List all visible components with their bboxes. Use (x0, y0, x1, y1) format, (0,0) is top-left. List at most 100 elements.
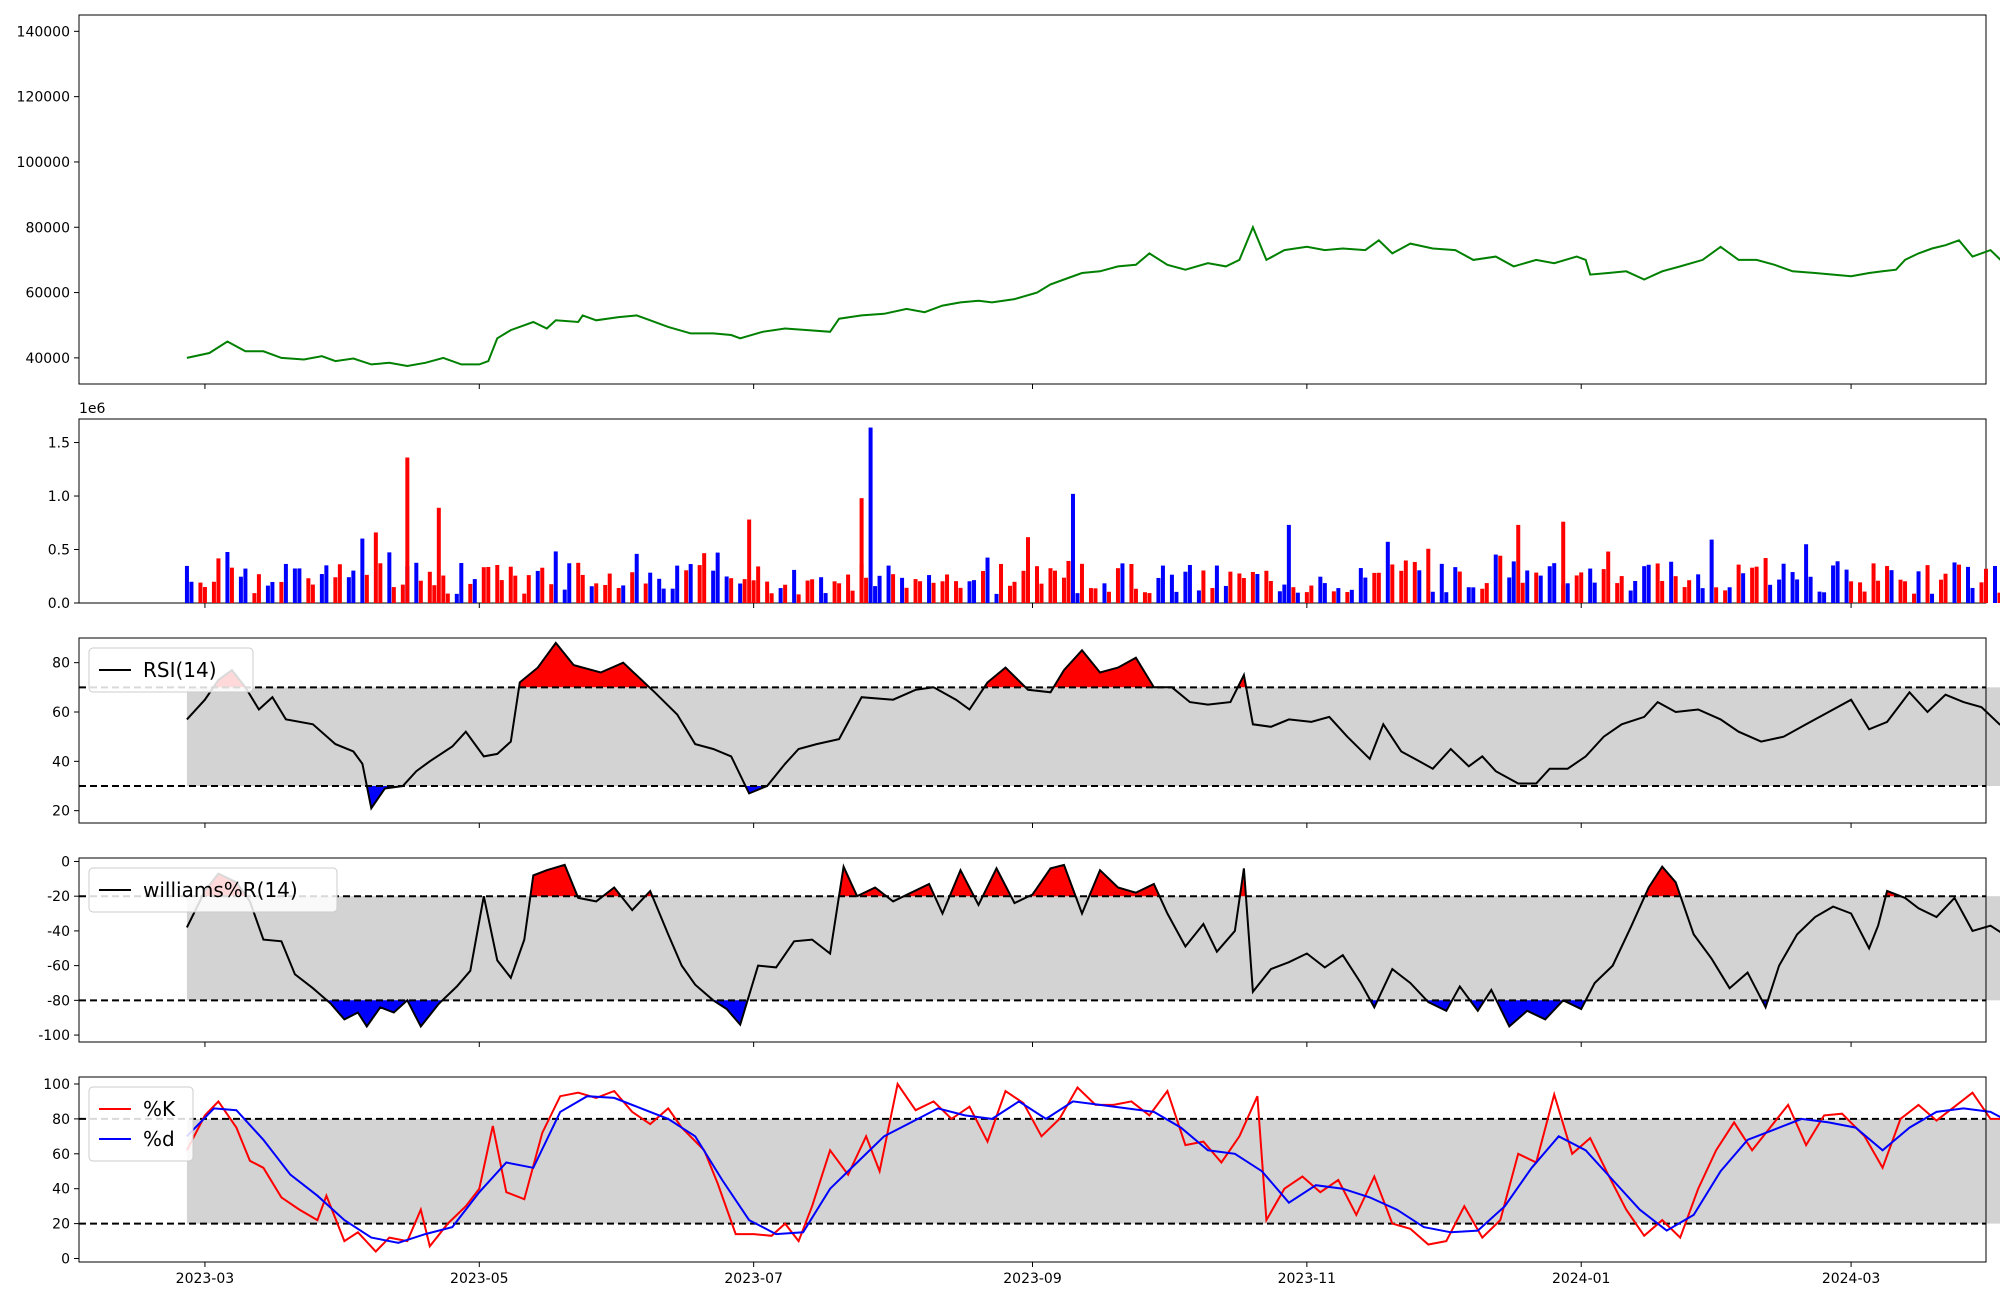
volume-bar (1142, 592, 1147, 603)
volume-bar (1817, 591, 1822, 603)
volume-bar (1862, 591, 1867, 603)
volume-bar (1619, 576, 1624, 603)
volume-bar (967, 581, 972, 603)
volume-bar (1399, 570, 1404, 603)
volume-bar (265, 585, 270, 603)
volume-bar (1484, 583, 1489, 603)
volume-bar (211, 581, 216, 603)
volume-bar (742, 579, 747, 603)
volume-bar (1835, 561, 1840, 603)
williams-ytick-label: 0 (61, 854, 70, 870)
volume-bar (1579, 572, 1584, 603)
rsi-overbought-fill (1053, 650, 1172, 688)
volume-bar (1669, 561, 1674, 603)
volume-bar (711, 570, 716, 603)
volume-bar (184, 565, 189, 603)
volume-offset-label: 1e6 (79, 401, 106, 417)
volume-bar (229, 567, 234, 603)
volume-bar (378, 563, 383, 603)
volume-bar (283, 563, 288, 603)
volume-bar (351, 570, 356, 603)
price-ytick-label: 60000 (25, 286, 70, 302)
volume-bar (1763, 558, 1768, 603)
volume-bar (1079, 563, 1084, 603)
volume-bar (886, 565, 891, 603)
volume-bar (1709, 539, 1714, 603)
williams-series-line (186, 863, 2000, 1029)
volume-bar (1026, 537, 1031, 603)
volume-bar (661, 588, 666, 603)
volume-bar (454, 593, 459, 603)
williams-panel: 0 -20 -40 -60 -80 -100 williams%R(14) (38, 854, 2000, 1044)
volume-ytick-label: 1.0 (48, 489, 70, 505)
volume-bar (1052, 570, 1057, 603)
x-tick-label: 2024-01 (1552, 1271, 1611, 1287)
volume-bar (324, 565, 329, 603)
volume-bar (1808, 576, 1813, 603)
volume-bar (1804, 544, 1809, 603)
volume-bar (1673, 576, 1678, 603)
volume-bar (387, 552, 392, 603)
volume-bar (670, 588, 675, 603)
volume-bar (1295, 592, 1300, 603)
volume-bar (1885, 566, 1890, 603)
volume-bar (1741, 573, 1746, 603)
volume-bar (1750, 567, 1755, 603)
volume-bar (1376, 572, 1381, 603)
volume-bar (432, 585, 437, 603)
volume-bar (1201, 570, 1206, 603)
volume-bar (1655, 563, 1660, 603)
volume-bar-peak (859, 498, 864, 603)
volume-bar (1700, 588, 1705, 603)
volume-bar (1871, 563, 1876, 603)
volume-bar (1196, 590, 1201, 603)
volume-bar (1615, 583, 1620, 603)
williams-ytick-label: -60 (47, 959, 70, 975)
volume-bar (1061, 577, 1066, 603)
volume-bar (499, 580, 504, 603)
volume-bar (616, 588, 621, 603)
volume-bar (1831, 565, 1836, 603)
volume-bar (1777, 579, 1782, 603)
rsi-ytick-label: 40 (52, 754, 70, 770)
volume-bar (1075, 593, 1080, 603)
volume-bar-peak (747, 519, 752, 603)
volume-bar (1943, 573, 1948, 603)
volume-bar (1349, 589, 1354, 603)
volume-bar (1781, 563, 1786, 603)
volume-bar (468, 583, 473, 603)
volume-bar (391, 587, 396, 603)
volume-bar (486, 566, 491, 603)
volume-bar (1039, 583, 1044, 603)
volume-bar (1849, 581, 1854, 603)
volume-bar-peak (1516, 524, 1521, 603)
volume-bar (1147, 593, 1152, 603)
volume-bar (1066, 560, 1071, 603)
volume-bar (634, 553, 639, 603)
volume-bar (1992, 565, 1997, 603)
stochastic-series-line (186, 1081, 2000, 1253)
stochastic-legend-label: %K (143, 1097, 176, 1121)
volume-bar (360, 538, 365, 603)
volume-bar (418, 580, 423, 603)
volume-bar (1241, 578, 1246, 603)
volume-bar (513, 575, 518, 603)
williams-legend-label: williams%R(14) (143, 878, 298, 902)
volume-bar (1997, 592, 2000, 603)
volume-bar (729, 578, 734, 603)
volume-bar (1916, 571, 1921, 603)
williams-oversold-fill (1426, 1000, 1453, 1011)
volume-bar (333, 577, 338, 603)
volume-bar (1237, 573, 1242, 603)
volume-bar (1642, 566, 1647, 603)
stochastic-ytick-label: 40 (52, 1182, 70, 1198)
volume-bar (1372, 572, 1377, 603)
volume-bar (1876, 580, 1881, 603)
volume-bar (769, 593, 774, 603)
volume-bar (994, 593, 999, 603)
volume-bar (1390, 564, 1395, 603)
volume-bar (1345, 592, 1350, 603)
volume-bar (1102, 583, 1107, 603)
volume-bar (1363, 577, 1368, 603)
